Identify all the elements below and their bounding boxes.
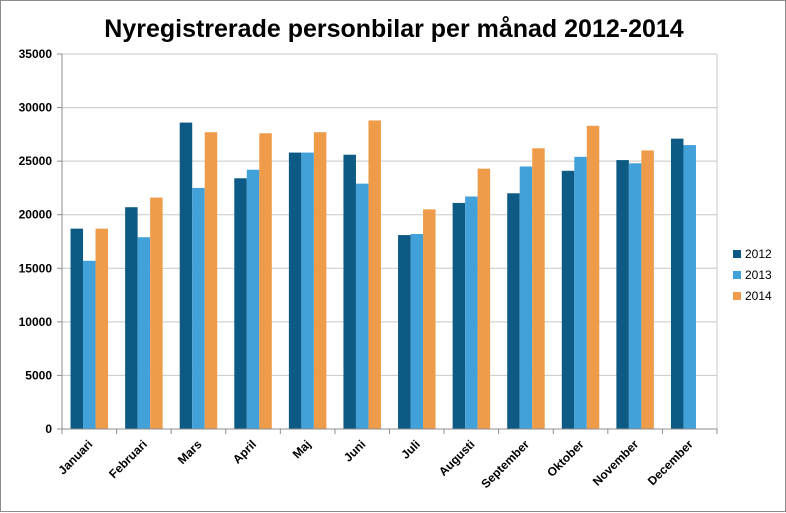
y-tick-label: 15000: [19, 261, 53, 275]
legend-swatch-2012: [733, 250, 741, 258]
bar-2014-mars: [204, 132, 218, 429]
x-tick-label: Februari: [106, 437, 150, 481]
x-tick-label: Mars: [175, 437, 205, 467]
bar-2014-februari: [150, 197, 163, 429]
bar-2012-mars: [179, 122, 193, 430]
bar-2013-mars: [192, 187, 205, 429]
x-tick-label: November: [590, 437, 642, 489]
bar-2012-juli: [398, 235, 411, 429]
x-tick-label: Juli: [398, 437, 423, 462]
x-tick-label: Juni: [341, 437, 368, 464]
bar-2013-december: [683, 145, 696, 430]
bar-2014-juli: [423, 209, 436, 429]
bar-2012-juni: [343, 154, 356, 429]
y-tick-label: 30000: [19, 101, 53, 115]
bar-2012-september: [507, 193, 520, 429]
legend-swatch-2013: [733, 271, 741, 279]
y-tick-label: 0: [45, 422, 52, 436]
y-tick-label: 20000: [19, 208, 53, 222]
legend-swatch-2014: [733, 292, 741, 300]
bar-2014-januari: [95, 228, 109, 429]
y-tick-label: 5000: [25, 368, 52, 382]
bar-2012-november: [616, 160, 629, 430]
bar-2014-november: [641, 150, 654, 429]
x-tick-label: Oktober: [544, 437, 587, 480]
chart-title: Nyregistrerade personbilar per månad 201…: [104, 15, 684, 43]
bar-2012-april: [234, 178, 247, 429]
y-tick-label: 25000: [19, 154, 53, 168]
bar-2013-januari: [83, 260, 96, 429]
legend-label-2012: 2012: [745, 247, 772, 261]
bar-2013-juni: [355, 183, 369, 429]
bar-2012-december: [670, 138, 684, 429]
bar-2014-juni: [368, 120, 381, 429]
x-tick-label: Januari: [55, 437, 95, 477]
bar-2012-februari: [125, 207, 138, 429]
bar-2013-november: [628, 163, 642, 430]
bar-2012-januari: [70, 228, 84, 429]
y-tick-label: 35000: [19, 47, 53, 61]
bar-2013-oktober: [574, 156, 587, 429]
bar-2012-oktober: [561, 170, 575, 430]
bar-2013-augusti: [465, 196, 478, 429]
x-tick-label: Augusti: [436, 437, 477, 478]
bar-2014-augusti: [477, 168, 491, 429]
bar-2013-april: [246, 169, 260, 429]
bar-2014-april: [259, 133, 272, 430]
bar-2012-maj: [288, 152, 302, 430]
bar-2014-maj: [313, 132, 327, 429]
bar-2013-maj: [301, 152, 314, 430]
x-tick-label: December: [645, 437, 696, 488]
bar-2014-oktober: [586, 125, 600, 430]
bar-2013-juli: [410, 234, 424, 429]
bar-2014-september: [532, 148, 545, 430]
bar-2013-februari: [137, 237, 151, 429]
legend-label-2014: 2014: [745, 289, 772, 303]
bar-2012-augusti: [452, 202, 466, 429]
x-tick-label: September: [478, 437, 532, 491]
legend-label-2013: 2013: [745, 268, 772, 282]
x-tick-label: April: [230, 437, 259, 466]
x-tick-label: Maj: [290, 437, 314, 461]
y-tick-label: 10000: [19, 315, 53, 329]
bar-2013-september: [519, 166, 533, 429]
